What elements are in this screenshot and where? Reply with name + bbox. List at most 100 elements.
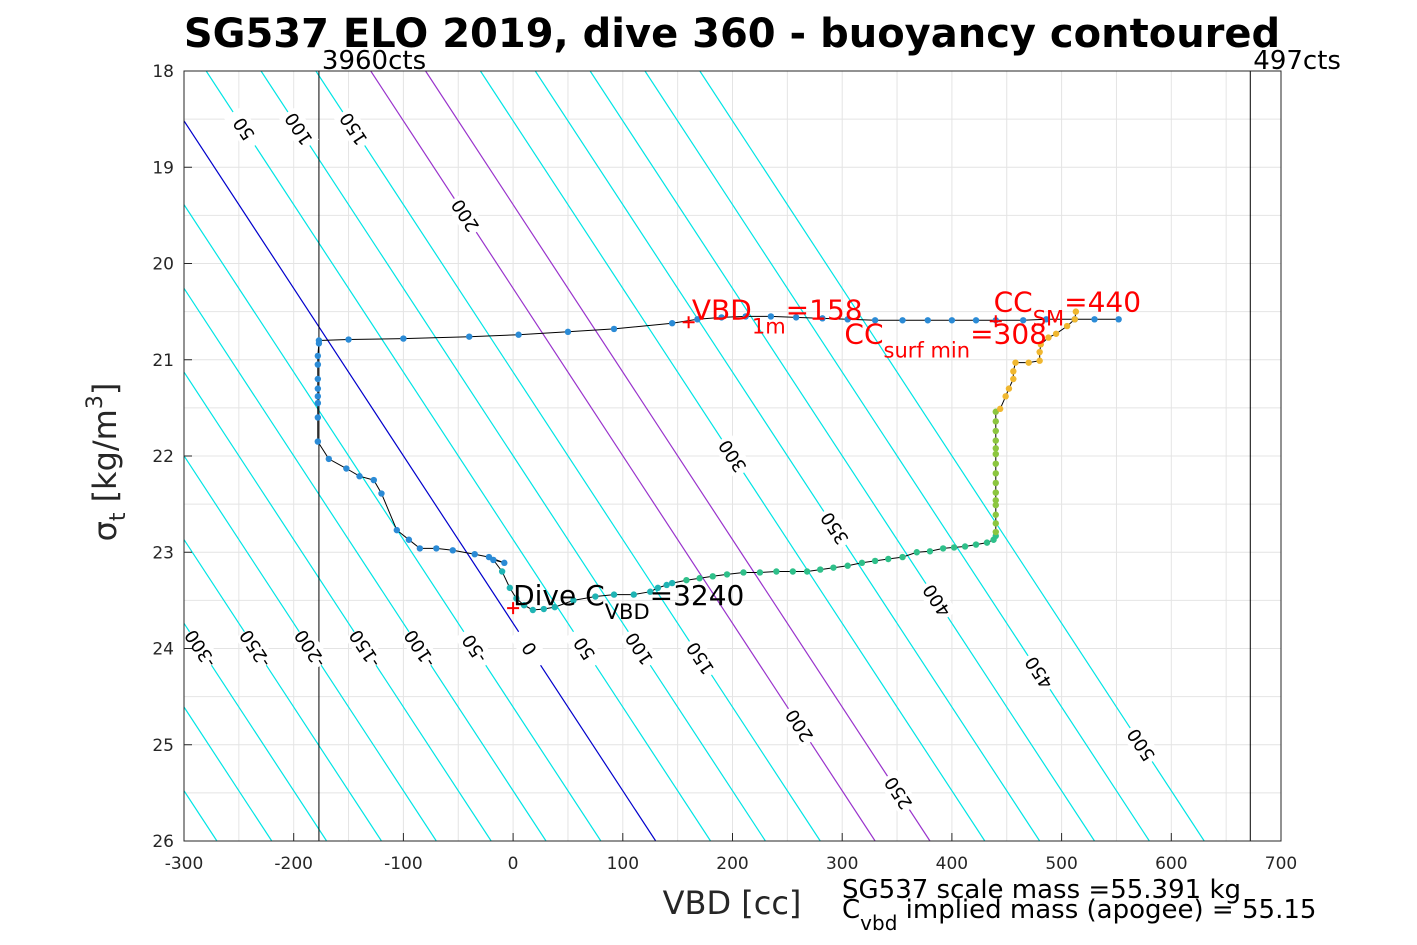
x-tick-label: -300 — [165, 854, 204, 874]
data-point — [694, 316, 701, 323]
data-point — [314, 361, 322, 368]
data-point — [314, 375, 322, 383]
data-point — [992, 520, 999, 527]
contour-label-bg — [779, 702, 820, 749]
contour-label-bg — [1018, 649, 1060, 696]
scale-mass-text: SG537 scale mass =55.391 kg — [842, 875, 1241, 905]
contour-label-bg — [278, 105, 320, 152]
data-point — [1036, 348, 1043, 356]
contour-line — [315, 71, 821, 841]
data-point — [740, 569, 747, 576]
data-point — [314, 393, 322, 400]
implied-mass-tail: implied mass (apogee) = 55.15 — [897, 895, 1316, 925]
marker-plus — [507, 602, 520, 615]
annotation-main: CC — [844, 317, 883, 350]
data-point — [972, 317, 980, 324]
data-point — [540, 605, 548, 613]
marker-plus — [682, 316, 695, 329]
data-point — [1020, 317, 1027, 324]
y-tick-label: 21 — [152, 351, 174, 371]
y-axis-close: ] — [86, 383, 124, 395]
data-point — [899, 553, 906, 561]
data-point — [992, 497, 999, 504]
annotation-text: VBD1m=158 — [692, 293, 863, 338]
y-tick-label: 22 — [152, 447, 174, 467]
x-tick-label: 300 — [826, 854, 858, 874]
y-tick-label: 25 — [152, 736, 174, 756]
data-point — [1063, 322, 1071, 330]
implied-mass-main: C — [842, 895, 860, 925]
contour-label-bg — [619, 625, 660, 672]
data-point — [830, 564, 837, 571]
data-point — [789, 568, 797, 575]
x-tick-label: 0 — [508, 854, 519, 874]
data-point — [513, 595, 520, 602]
contour-line — [184, 370, 492, 841]
data-point — [343, 465, 350, 472]
contour-label-bg — [878, 770, 919, 816]
annotation-tail: =308 — [970, 317, 1047, 350]
contour-label-bg — [235, 625, 276, 672]
data-point — [972, 541, 980, 548]
data-point — [992, 450, 999, 458]
data-point — [1071, 316, 1078, 323]
data-point — [756, 569, 764, 576]
x-tick-label: 500 — [1045, 854, 1077, 874]
contour-line — [644, 71, 1150, 841]
data-point — [858, 559, 866, 567]
data-point — [709, 573, 716, 580]
contour-lines — [184, 71, 1205, 841]
data-point — [1037, 341, 1044, 348]
x-tick-label: 100 — [607, 854, 639, 874]
markers — [507, 315, 1002, 615]
data-point — [961, 543, 969, 550]
data-point — [767, 313, 775, 320]
data-point — [564, 328, 572, 336]
data-point — [345, 336, 352, 343]
data-point — [1072, 308, 1080, 315]
data-point — [416, 545, 424, 552]
contour-label-bg — [454, 625, 495, 672]
implied-mass-text: Cvbd implied mass (apogee) = 55.15 — [842, 895, 1316, 935]
data-point — [683, 576, 690, 584]
data-point — [992, 501, 999, 509]
data-point — [992, 445, 999, 452]
data-point — [630, 591, 637, 598]
data-point — [817, 566, 824, 573]
annotation-sub: 1m — [752, 314, 786, 338]
data-point — [718, 314, 725, 321]
x-tick-label: 700 — [1265, 854, 1297, 874]
annotation-tail: =3240 — [650, 579, 745, 612]
data-point — [647, 588, 654, 595]
data-point — [356, 473, 363, 480]
data-point — [792, 314, 800, 321]
data-point — [610, 591, 618, 598]
annotation-text: CCSM=440 — [994, 286, 1141, 331]
data-point — [1002, 393, 1009, 400]
data-point — [515, 331, 522, 338]
data-point — [773, 568, 780, 575]
contour-line — [260, 71, 766, 841]
contour-line — [205, 71, 712, 841]
data-point — [1012, 359, 1019, 366]
y-axis-sub: t — [106, 512, 131, 521]
contour-line — [699, 71, 1205, 841]
x-tick-label: -100 — [384, 854, 423, 874]
data-point — [498, 568, 506, 575]
data-point — [370, 476, 377, 484]
data-point — [325, 455, 333, 463]
contour-line — [184, 119, 657, 841]
data-point — [314, 399, 322, 407]
x-axis-label: VBD [cc] — [663, 884, 802, 922]
y-tick-label: 24 — [152, 640, 174, 660]
data-point — [1091, 316, 1098, 323]
contour-label-bg — [445, 192, 486, 239]
annotation-sub: VBD — [605, 600, 650, 624]
contour-label-bg — [344, 625, 386, 672]
annotation-main: VBD — [692, 293, 752, 326]
data-point — [992, 427, 999, 435]
contour-label-bg — [680, 635, 721, 681]
data-point — [992, 489, 999, 496]
annotation-text: Dive CVBD=3240 — [513, 579, 744, 624]
